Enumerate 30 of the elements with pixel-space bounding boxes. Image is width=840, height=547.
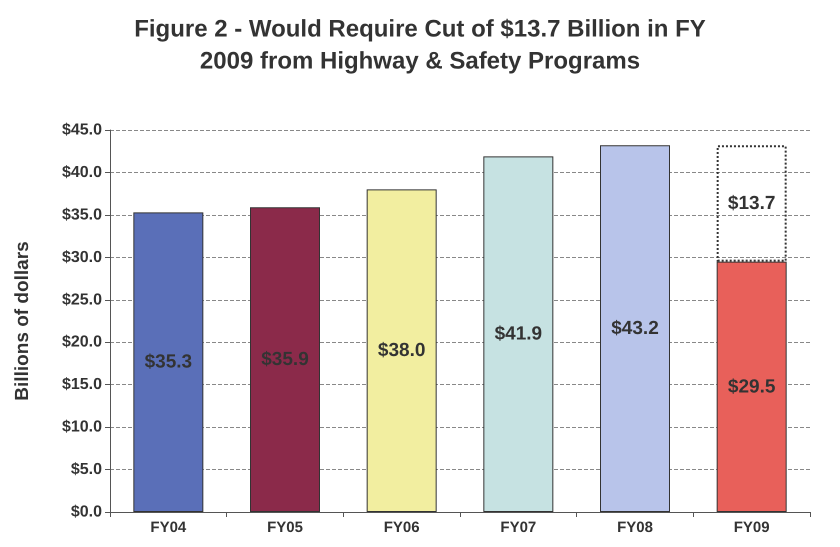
x-tick-label: FY04 bbox=[150, 519, 187, 536]
y-tick-label: $20.0 bbox=[62, 334, 102, 351]
y-tick-label: $40.0 bbox=[62, 164, 102, 181]
y-tick-label: $10.0 bbox=[62, 418, 102, 436]
y-tick-label: $15.0 bbox=[62, 376, 102, 394]
bar bbox=[250, 207, 320, 512]
bar bbox=[366, 189, 437, 512]
x-tick-label: FY09 bbox=[734, 519, 770, 536]
y-tick-label: $35.0 bbox=[62, 206, 102, 224]
chart-title: Figure 2 - Would Require Cut of $13.7 Billion in FY 2009 from Highway & Safety Programs bbox=[134, 16, 706, 74]
x-tick-label: FY07 bbox=[500, 519, 536, 536]
y-tick-label: $30.0 bbox=[62, 248, 102, 266]
y-tick-label: $5.0 bbox=[70, 461, 102, 478]
y-tick-label: $25.0 bbox=[62, 291, 102, 308]
data-label: $41.9 bbox=[494, 324, 542, 345]
data-label: $35.9 bbox=[261, 349, 309, 370]
y-tick-label: $45.0 bbox=[62, 122, 102, 138]
data-label: $29.5 bbox=[728, 376, 776, 398]
data-label: $38.0 bbox=[378, 340, 426, 362]
data-label: $13.7 bbox=[728, 192, 776, 214]
x-tick-label: FY05 bbox=[267, 519, 303, 536]
x-tick-label: FY06 bbox=[384, 519, 420, 536]
bar bbox=[483, 156, 554, 512]
bar bbox=[133, 212, 204, 512]
data-label: $43.2 bbox=[611, 318, 659, 340]
y-axis-title: Billions of dollars bbox=[12, 241, 33, 401]
bar bbox=[600, 145, 670, 512]
y-tick-label: $0.0 bbox=[70, 504, 102, 520]
data-label: $35.3 bbox=[144, 352, 192, 373]
x-tick-label: FY08 bbox=[617, 519, 653, 536]
